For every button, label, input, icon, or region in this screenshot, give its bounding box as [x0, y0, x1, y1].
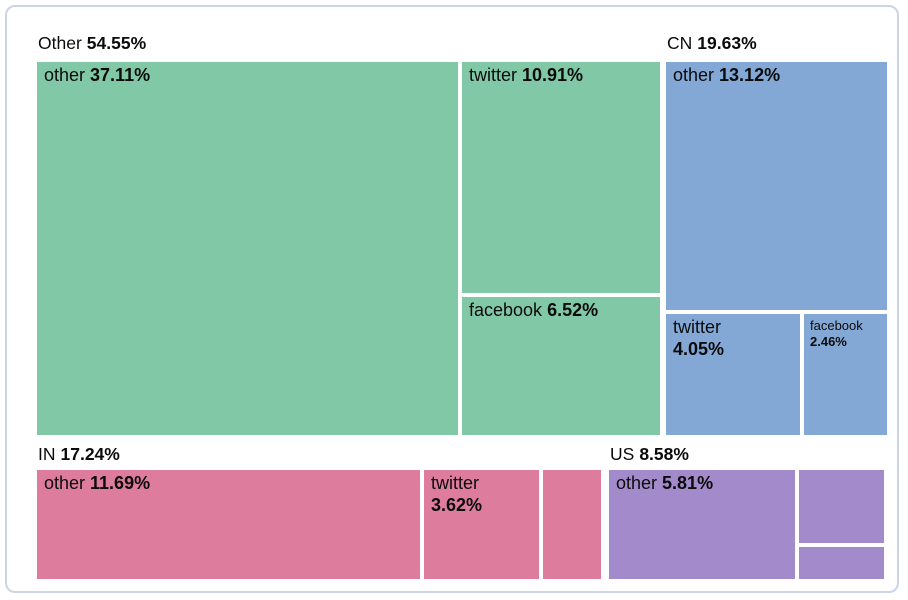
group-label-us: US 8.58%	[610, 443, 689, 465]
cell-percent: 2.46%	[810, 334, 847, 350]
cell-name: facebook	[469, 300, 543, 320]
cell-percent: 37.11%	[90, 65, 151, 85]
cell-percent: 4.05%	[673, 338, 725, 359]
group-name: US	[610, 444, 635, 464]
cell-percent: 6.52%	[547, 300, 599, 320]
cell-name: other	[44, 473, 86, 493]
cell-percent: 13.12%	[719, 65, 781, 85]
treemap-cell-in-twitter[interactable]: twitter 3.62%	[424, 470, 539, 579]
group-name: Other	[38, 33, 82, 53]
treemap-cell-us-other[interactable]: other 5.81%	[609, 470, 795, 579]
chart-card: Other 54.55% CN 19.63% IN 17.24% US 8.58% ot…	[5, 5, 899, 593]
cell-name: other	[673, 65, 715, 85]
treemap-cell-cn-facebook[interactable]: facebook 2.46%	[804, 314, 887, 435]
cell-percent: 5.81%	[662, 473, 714, 493]
group-percent: 8.58%	[639, 444, 689, 464]
cell-name: twitter	[469, 65, 518, 85]
cell-name: other	[616, 473, 658, 493]
cell-percent: 10.91%	[522, 65, 584, 85]
group-label-in: IN 17.24%	[38, 443, 120, 465]
treemap-cell-in-other[interactable]: other 11.69%	[37, 470, 420, 579]
group-percent: 17.24%	[60, 444, 120, 464]
group-label-cn: CN 19.63%	[667, 32, 757, 54]
treemap-cell-cn-other[interactable]: other 13.12%	[666, 62, 887, 310]
treemap-cell-us-unlabeled-bottom[interactable]	[799, 547, 884, 579]
group-name: IN	[38, 444, 56, 464]
treemap-cell-us-unlabeled-top[interactable]	[799, 470, 884, 543]
cell-name: twitter	[431, 473, 480, 493]
treemap-cell-cn-twitter[interactable]: twitter 4.05%	[666, 314, 800, 435]
group-percent: 54.55%	[86, 33, 147, 53]
group-label-other: Other 54.55%	[38, 32, 146, 54]
treemap-cell-other-facebook[interactable]: facebook 6.52%	[462, 297, 660, 435]
cell-name: other	[44, 65, 86, 85]
cell-percent: 3.62%	[431, 494, 483, 515]
cell-name: twitter	[673, 317, 722, 337]
cell-name: facebook	[810, 318, 863, 333]
group-name: CN	[667, 33, 693, 53]
treemap-cell-other-other[interactable]: other 37.11%	[37, 62, 458, 435]
treemap-cell-other-twitter[interactable]: twitter 10.91%	[462, 62, 660, 293]
group-percent: 19.63%	[697, 33, 757, 53]
treemap-cell-in-unlabeled[interactable]	[543, 470, 601, 579]
cell-percent: 11.69%	[90, 473, 151, 493]
